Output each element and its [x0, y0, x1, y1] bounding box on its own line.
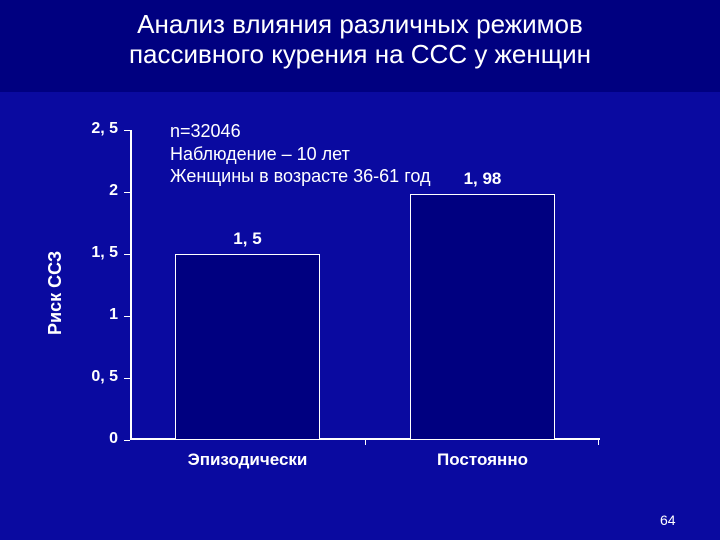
- bar: [175, 254, 321, 440]
- y-tick: [124, 130, 130, 131]
- y-tick-label: 1, 5: [74, 244, 118, 262]
- y-tick: [124, 378, 130, 379]
- y-tick: [124, 192, 130, 193]
- y-tick-label: 2, 5: [74, 120, 118, 138]
- category-label: Эпизодически: [130, 450, 365, 470]
- y-tick: [124, 254, 130, 255]
- x-tick: [598, 440, 599, 445]
- category-label: Постоянно: [365, 450, 600, 470]
- y-tick: [124, 316, 130, 317]
- bar: [410, 194, 556, 440]
- page-number: 64: [660, 512, 676, 528]
- slide: Анализ влияния различных режимов пассивн…: [0, 0, 720, 540]
- y-axis-line: [130, 130, 132, 440]
- y-tick: [124, 440, 130, 441]
- y-axis-title: Риск ССЗ: [45, 251, 66, 335]
- x-tick: [365, 440, 366, 445]
- bar-value-label: 1, 5: [175, 229, 321, 249]
- y-tick-label: 1: [74, 306, 118, 324]
- y-tick-label: 0: [74, 430, 118, 448]
- bar-chart: Риск ССЗ 0 0, 5 1 1, 5 2 2, 5 1, 5 Эпизодически…: [0, 0, 720, 540]
- y-tick-label: 2: [74, 182, 118, 200]
- bar-value-label: 1, 98: [410, 169, 556, 189]
- y-tick-label: 0, 5: [74, 368, 118, 386]
